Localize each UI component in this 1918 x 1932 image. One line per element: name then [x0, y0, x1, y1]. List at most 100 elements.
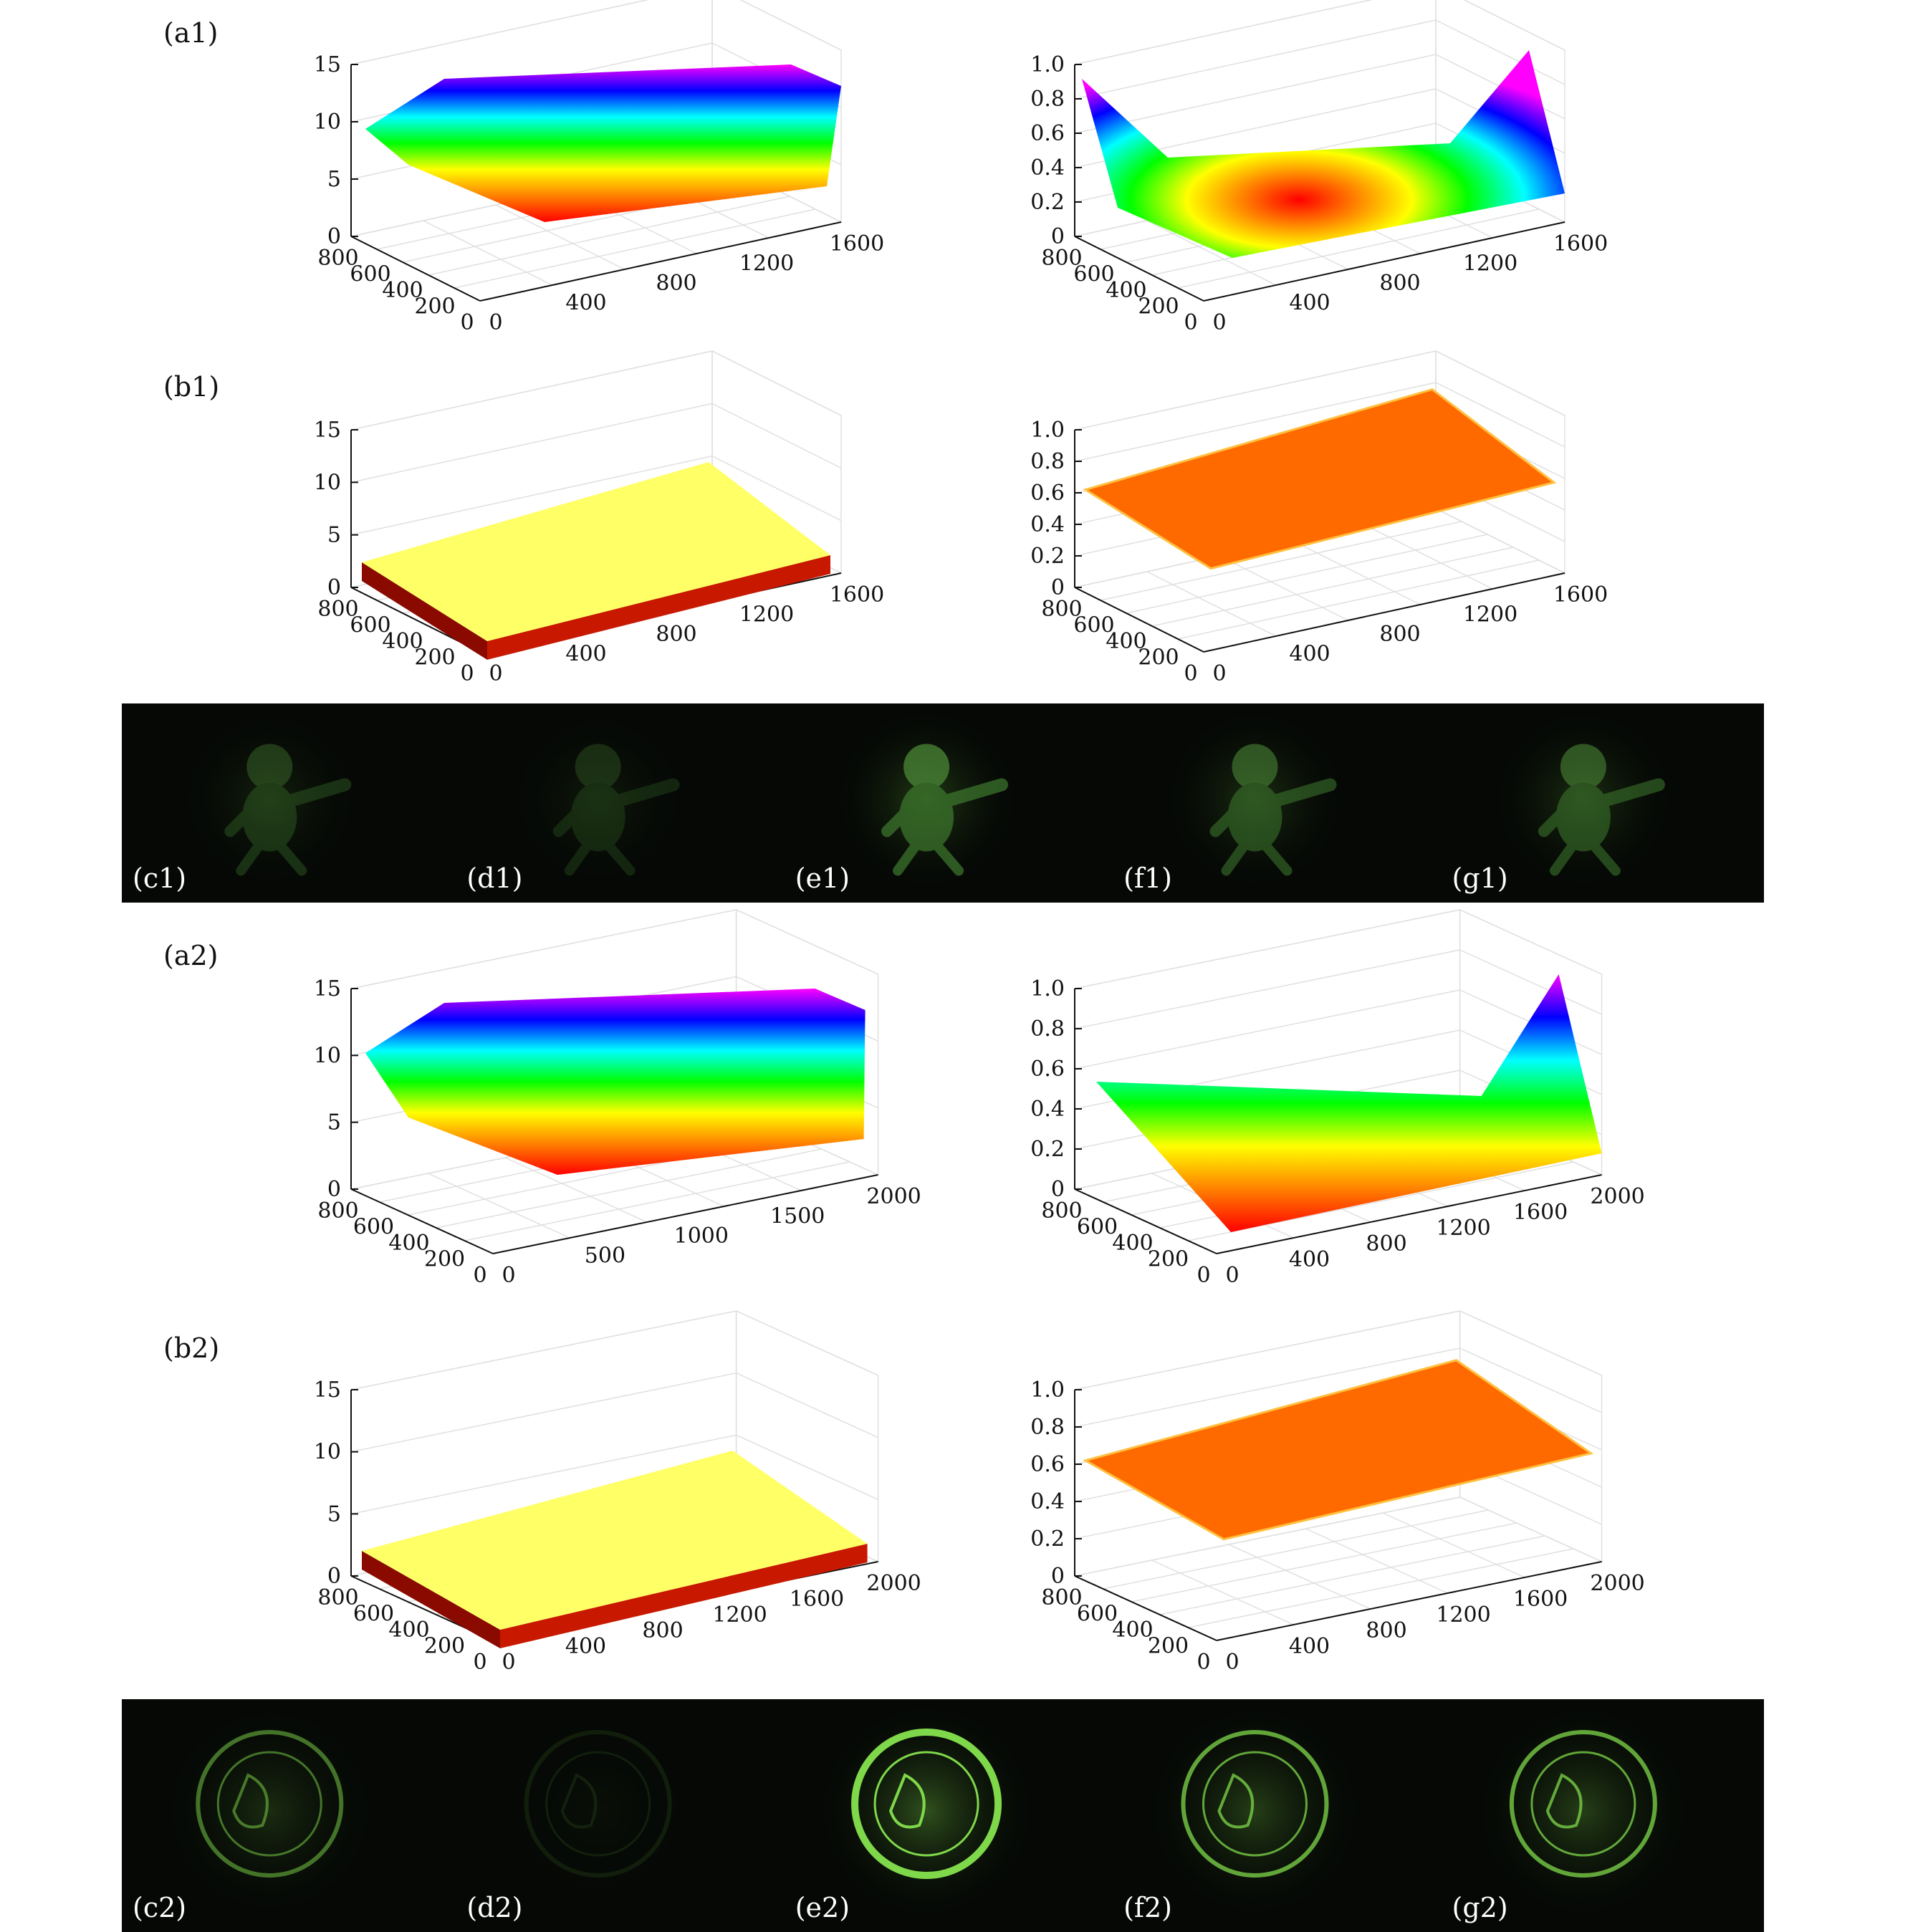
z-tick-label: 0	[327, 1564, 341, 1589]
photo-panel-label: (g2)	[1452, 1892, 1508, 1923]
x-tick-label: 1200	[1436, 1216, 1490, 1241]
z-tick-label: 5	[327, 1501, 341, 1527]
x-tick-label: 0	[489, 310, 502, 335]
z-tick-label: 0.6	[1030, 121, 1065, 146]
y-tick-label: 200	[1148, 1634, 1189, 1659]
panel-label-a1: (a1)	[163, 17, 219, 49]
y-tick-label: 600	[1073, 613, 1114, 638]
z-tick-label: 1.0	[1030, 976, 1065, 1001]
z-tick-label: 0.6	[1030, 1057, 1065, 1082]
z-tick-label: 5	[327, 167, 341, 192]
x-tick-label: 1600	[830, 582, 884, 607]
z-tick-label: 0.4	[1030, 1489, 1065, 1514]
surface-mesh	[365, 989, 866, 1175]
photo-panel-label: (d2)	[466, 1892, 523, 1923]
y-tick-label: 200	[414, 645, 455, 671]
photo-panel-label: (e2)	[795, 1892, 850, 1923]
y-tick-label: 800	[1041, 597, 1082, 622]
plot-b2-left: 0 5 10 15 800 600 400 200 0 0 400 800 1200 1600 2000	[287, 1309, 974, 1675]
x-tick-label: 0	[502, 1263, 515, 1288]
photo-panel-label: (c2)	[133, 1892, 187, 1923]
plot-b2-right: 0 0.2 0.4 0.6 0.8 1.0 800 600 400 200 0 0 400 800 1200…	[1010, 1309, 1698, 1675]
y-tick-label: 0	[1184, 661, 1197, 686]
photo-strip-2: (c2) (d2) (e2) (f2) (g2)	[122, 1699, 1764, 1932]
z-tick-label: 0.4	[1030, 1097, 1065, 1122]
x-tick-label: 1000	[674, 1224, 729, 1249]
z-tick-label: 15	[314, 52, 341, 77]
z-tick-label: 0	[1051, 575, 1065, 600]
x-tick-label: 800	[1379, 271, 1420, 296]
y-tick-label: 0	[460, 310, 474, 335]
z-tick-label: 0.2	[1030, 1137, 1065, 1162]
x-tick-label: 1600	[1553, 231, 1608, 256]
surface-mesh	[1096, 974, 1602, 1232]
x-tick-label: 1600	[1513, 1587, 1568, 1612]
x-tick-label: 400	[565, 291, 606, 316]
y-tick-label: 400	[1112, 1231, 1153, 1256]
x-tick-label: 0	[1225, 1263, 1239, 1288]
x-tick-label: 1200	[739, 602, 794, 628]
coin-image	[524, 1730, 672, 1878]
z-tick-label: 15	[314, 1378, 341, 1403]
photo-panel-label: (d1)	[466, 862, 523, 894]
x-tick-label: 500	[585, 1244, 625, 1269]
x-tick-label: 800	[656, 622, 696, 647]
z-tick-label: 0.2	[1030, 190, 1065, 215]
coin-image	[1509, 1730, 1657, 1878]
x-tick-label: 0	[1212, 310, 1226, 335]
y-tick-label: 800	[1041, 1585, 1082, 1610]
slab-top	[362, 462, 830, 641]
y-tick-label: 200	[1138, 294, 1179, 319]
y-tick-label: 0	[473, 1650, 486, 1675]
z-tick-label: 0.2	[1030, 1527, 1065, 1552]
figurine-image	[1538, 744, 1665, 876]
x-tick-label: 1200	[1463, 602, 1517, 628]
y-tick-label: 200	[424, 1247, 465, 1272]
slab-top	[362, 1451, 868, 1630]
x-tick-label: 1200	[739, 251, 794, 277]
x-tick-label: 1600	[790, 1587, 844, 1612]
y-tick-label: 0	[1184, 310, 1197, 335]
y-tick-label: 200	[414, 294, 455, 319]
plot-a1-right: 0 0.2 0.4 0.6 0.8 1.0 800 600 400 200 0 0 400 800 1200…	[1010, 0, 1655, 335]
y-tick-label: 600	[353, 1215, 394, 1240]
x-tick-label: 0	[1212, 661, 1226, 686]
y-tick-label: 800	[317, 246, 358, 271]
slab-side	[362, 562, 487, 660]
x-tick-label: 1200	[1463, 251, 1517, 277]
z-tick-label: 1.0	[1030, 418, 1065, 443]
z-tick-label: 0	[1051, 1177, 1065, 1202]
x-tick-label: 0	[489, 661, 502, 686]
x-tick-label: 0	[502, 1650, 515, 1675]
z-tick-label: 5	[327, 1110, 341, 1135]
figurine-image	[881, 744, 1009, 876]
coin-image	[1181, 1730, 1329, 1878]
plot-a2-left: 0 5 10 15 800 600 400 200 0 0 500 1000 1500 2000	[287, 908, 974, 1288]
z-tick-label: 0	[327, 1177, 341, 1202]
y-tick-label: 0	[473, 1263, 486, 1288]
y-tick-label: 0	[1197, 1650, 1210, 1675]
z-tick-label: 15	[314, 976, 341, 1001]
z-tick-label: 10	[314, 1043, 341, 1068]
y-tick-label: 400	[382, 629, 423, 654]
x-tick-label: 800	[656, 271, 696, 296]
x-tick-label: 1200	[1436, 1602, 1490, 1628]
z-tick-label: 0	[327, 575, 341, 600]
photo-panel-label: (f1)	[1123, 862, 1173, 894]
z-tick-label: 0	[1051, 224, 1065, 249]
x-tick-label: 400	[1289, 291, 1330, 316]
y-tick-label: 400	[1106, 278, 1146, 303]
surface-mesh	[365, 64, 841, 222]
z-tick-label: 0	[1051, 1564, 1065, 1589]
z-tick-label: 15	[314, 418, 341, 443]
photo-panel-label: (c1)	[133, 862, 187, 894]
slab-side	[362, 1551, 500, 1648]
y-tick-label: 800	[1041, 246, 1082, 271]
x-tick-label: 1600	[1553, 582, 1608, 607]
noisy-surface	[1083, 388, 1557, 570]
y-tick-label: 800	[317, 1585, 358, 1610]
photo-panel-label: (f2)	[1123, 1892, 1173, 1923]
y-tick-label: 800	[317, 1198, 358, 1224]
slab-side	[500, 1544, 868, 1648]
slab-side	[487, 555, 830, 660]
